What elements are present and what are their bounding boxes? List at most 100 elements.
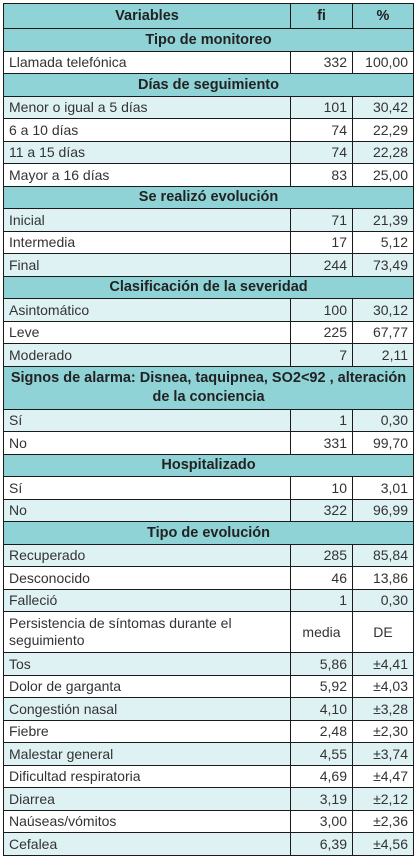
row-percent-value: 30,42 bbox=[352, 95, 414, 119]
section-title: Signos de alarma: Disnea, taquipnea, SO2… bbox=[3, 365, 414, 410]
row-label: Desconocido bbox=[3, 566, 291, 590]
table-row: Naúseas/vómitos 3,00 ±2,36 bbox=[3, 809, 414, 833]
row-fi-value: 100 bbox=[290, 298, 353, 322]
table-row: Malestar general 4,55 ±3,74 bbox=[3, 742, 414, 766]
row-fi-value: 46 bbox=[290, 566, 353, 590]
row-percent-value: 3,01 bbox=[352, 476, 414, 500]
row-percent-value: 25,00 bbox=[352, 163, 414, 187]
table-row: Inicial 71 21,39 bbox=[3, 208, 414, 232]
table-row: Diarrea 3,19 ±2,12 bbox=[3, 787, 414, 811]
section-title: Hospitalizado bbox=[3, 453, 414, 477]
row-label: No bbox=[3, 431, 291, 455]
row-label: Fiebre bbox=[3, 719, 291, 743]
table-row: Mayor a 16 días 83 25,00 bbox=[3, 163, 414, 187]
table-body: Tipo de monitoreo Llamada telefónica 332 10… bbox=[3, 28, 414, 856]
row-percent-value: ±2,36 bbox=[352, 809, 414, 833]
row-fi-value: 322 bbox=[290, 498, 353, 522]
row-percent-value: 2,11 bbox=[352, 343, 414, 367]
header-row: Variables fi % bbox=[3, 3, 414, 29]
table-row: 11 a 15 días 74 22,28 bbox=[3, 140, 414, 164]
row-label: Mayor a 16 días bbox=[3, 163, 291, 187]
row-label: Intermedia bbox=[3, 230, 291, 254]
row-label: Malestar general bbox=[3, 742, 291, 766]
row-fi-value: 17 bbox=[290, 230, 353, 254]
table-row: Dolor de garganta 5,92 ±4,03 bbox=[3, 674, 414, 698]
row-percent-value: ±4,47 bbox=[352, 764, 414, 788]
table-row: 6 a 10 días 74 22,29 bbox=[3, 118, 414, 142]
row-label: No bbox=[3, 498, 291, 522]
row-label: Moderado bbox=[3, 343, 291, 367]
row-percent-value: 0,30 bbox=[352, 588, 414, 612]
row-fi-value: 74 bbox=[290, 140, 353, 164]
table-row: Persistencia de síntomas durante el segu… bbox=[3, 611, 414, 653]
section-title: Tipo de evolución bbox=[3, 521, 414, 545]
section-title: Días de seguimiento bbox=[3, 73, 414, 97]
row-percent-value: 67,77 bbox=[352, 320, 414, 344]
row-percent-value: 13,86 bbox=[352, 566, 414, 590]
row-percent-value: 22,29 bbox=[352, 118, 414, 142]
row-percent-value: 99,70 bbox=[352, 431, 414, 455]
row-label: Recuperado bbox=[3, 543, 291, 567]
table-row: Recuperado 285 85,84 bbox=[3, 543, 414, 567]
row-fi-value: 3,19 bbox=[290, 787, 353, 811]
table-row: Congestión nasal 4,10 ±3,28 bbox=[3, 697, 414, 721]
header-variables: Variables bbox=[3, 3, 291, 29]
row-label: Dificultad respiratoria bbox=[3, 764, 291, 788]
row-label: Asintomático bbox=[3, 298, 291, 322]
table-row: Asintomático 100 30,12 bbox=[3, 298, 414, 322]
header-percent: % bbox=[352, 3, 414, 29]
table-row: Menor o igual a 5 días 101 30,42 bbox=[3, 95, 414, 119]
row-percent-value: ±4,56 bbox=[352, 832, 414, 856]
row-fi-value: 10 bbox=[290, 476, 353, 500]
table-row: Moderado 7 2,11 bbox=[3, 343, 414, 367]
table-row: Sí 1 0,30 bbox=[3, 408, 414, 432]
row-percent-value: ±4,03 bbox=[352, 674, 414, 698]
table-row: Leve 225 67,77 bbox=[3, 320, 414, 344]
row-percent-value: 85,84 bbox=[352, 543, 414, 567]
table-row: Cefalea 6,39 ±4,56 bbox=[3, 832, 414, 856]
row-percent-value: 22,28 bbox=[352, 140, 414, 164]
row-label: Diarrea bbox=[3, 787, 291, 811]
row-fi-value: 101 bbox=[290, 95, 353, 119]
section-header-row: Hospitalizado bbox=[3, 453, 414, 477]
row-percent-value: 0,30 bbox=[352, 408, 414, 432]
section-header-row: Tipo de evolución bbox=[3, 521, 414, 545]
row-fi-value: 7 bbox=[290, 343, 353, 367]
section-header-row: Clasificación de la severidad bbox=[3, 275, 414, 299]
row-label: Leve bbox=[3, 320, 291, 344]
section-title: Se realizó evolución bbox=[3, 185, 414, 209]
row-label: Final bbox=[3, 253, 291, 277]
row-label: Tos bbox=[3, 652, 291, 676]
row-label: 6 a 10 días bbox=[3, 118, 291, 142]
table-row: Falleció 1 0,30 bbox=[3, 588, 414, 612]
row-percent-value: 5,12 bbox=[352, 230, 414, 254]
row-fi-value: 1 bbox=[290, 588, 353, 612]
row-label: Cefalea bbox=[3, 832, 291, 856]
table-row: Desconocido 46 13,86 bbox=[3, 566, 414, 590]
row-label: Dolor de garganta bbox=[3, 674, 291, 698]
row-percent-value: ±3,74 bbox=[352, 742, 414, 766]
row-fi-value: 331 bbox=[290, 431, 353, 455]
row-label: Falleció bbox=[3, 588, 291, 612]
row-label: Sí bbox=[3, 408, 291, 432]
row-fi-value: 83 bbox=[290, 163, 353, 187]
row-percent-value: 30,12 bbox=[352, 298, 414, 322]
row-fi-value: 4,69 bbox=[290, 764, 353, 788]
row-fi-value: 225 bbox=[290, 320, 353, 344]
row-percent-value: 73,49 bbox=[352, 253, 414, 277]
row-fi-value: 6,39 bbox=[290, 832, 353, 856]
row-percent-value: 21,39 bbox=[352, 208, 414, 232]
row-label: Inicial bbox=[3, 208, 291, 232]
row-fi-value: 5,92 bbox=[290, 674, 353, 698]
table-row: Tos 5,86 ±4,41 bbox=[3, 652, 414, 676]
section-header-row: Días de seguimiento bbox=[3, 73, 414, 97]
table-row: Dificultad respiratoria 4,69 ±4,47 bbox=[3, 764, 414, 788]
row-fi-value: 4,55 bbox=[290, 742, 353, 766]
row-percent-value: ±2,12 bbox=[352, 787, 414, 811]
row-label: Persistencia de síntomas durante el segu… bbox=[3, 611, 291, 653]
row-label: Naúseas/vómitos bbox=[3, 809, 291, 833]
row-label: 11 a 15 días bbox=[3, 140, 291, 164]
row-label: Sí bbox=[3, 476, 291, 500]
table-row: Fiebre 2,48 ±2,30 bbox=[3, 719, 414, 743]
table-row: No 322 96,99 bbox=[3, 498, 414, 522]
